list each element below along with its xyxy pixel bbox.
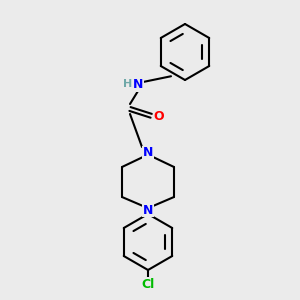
Text: H: H (123, 79, 133, 89)
Text: N: N (143, 146, 153, 160)
Text: N: N (143, 203, 153, 217)
Text: O: O (154, 110, 164, 124)
Text: Cl: Cl (141, 278, 154, 290)
Text: N: N (133, 79, 143, 92)
